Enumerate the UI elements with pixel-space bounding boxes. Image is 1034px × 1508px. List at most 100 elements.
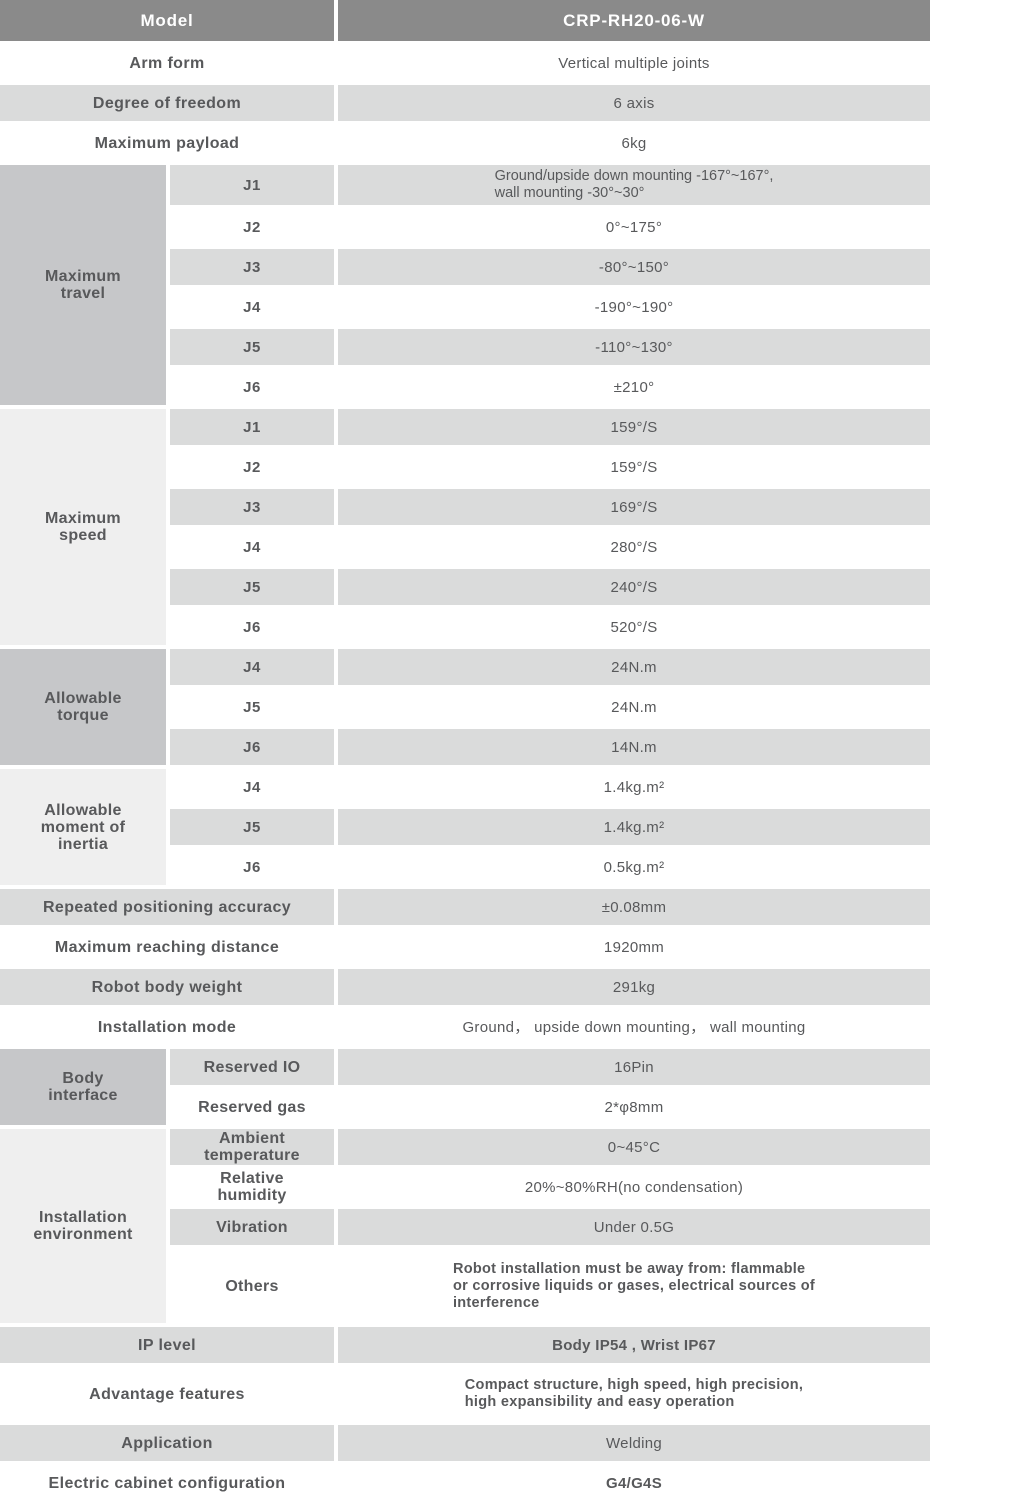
- cabinet-value: G4/G4S: [338, 1465, 931, 1501]
- row-maximum-reaching-distance: Maximum reaching distance 1920mm: [0, 929, 931, 965]
- travel-j4-label: J4: [170, 289, 335, 325]
- ip-level-value: Body IP54 , Wrist IP67: [338, 1327, 931, 1363]
- advantage-value: Compact structure, high speed, high prec…: [338, 1367, 931, 1421]
- inertia-j5-value: 1.4kg.m²: [338, 809, 931, 845]
- travel-j1-label: J1: [170, 165, 335, 205]
- group-cell-body-interface: Body interface: [0, 1049, 166, 1125]
- header-row: Model CRP-RH20-06-W: [0, 0, 931, 41]
- arm-form-label: Arm form: [0, 45, 335, 81]
- install-mode-label: Installation mode: [0, 1009, 335, 1045]
- reserved-io-label: Reserved IO: [170, 1049, 335, 1085]
- row-arm-form: Arm form Vertical multiple joints: [0, 45, 931, 81]
- payload-value: 6kg: [338, 125, 931, 161]
- model-label: Model: [0, 0, 335, 41]
- reserved-gas-value: 2*φ8mm: [338, 1089, 931, 1125]
- speed-j5-value: 240°/S: [338, 569, 931, 605]
- inertia-j5-label: J5: [170, 809, 335, 845]
- row-speed-j5: J5 240°/S: [0, 569, 931, 605]
- row-reserved-gas: Reserved gas 2*φ8mm: [0, 1089, 931, 1125]
- row-travel-j3: J3 -80°~150°: [0, 249, 931, 285]
- row-ip-level: IP level Body IP54 , Wrist IP67: [0, 1327, 931, 1363]
- travel-j6-value: ±210°: [338, 369, 931, 405]
- row-inertia-j6: J6 0.5kg.m²: [0, 849, 931, 885]
- row-maximum-payload: Maximum payload 6kg: [0, 125, 931, 161]
- weight-label: Robot body weight: [0, 969, 335, 1005]
- vibration-label: Vibration: [170, 1209, 335, 1245]
- group-cell-maximum-travel: Maximum travel: [0, 165, 166, 405]
- travel-j4-value: -190°~190°: [338, 289, 931, 325]
- row-travel-j5: J5 -110°~130°: [0, 329, 931, 365]
- relative-humidity-label: Relative humidity: [170, 1169, 335, 1205]
- row-vibration: Vibration Under 0.5G: [0, 1209, 931, 1245]
- speed-j2-value: 159°/S: [338, 449, 931, 485]
- row-ambient-temperature: Installation environment Ambient tempera…: [0, 1129, 931, 1323]
- travel-j5-label: J5: [170, 329, 335, 365]
- torque-j4-label: J4: [170, 649, 335, 685]
- row-travel-j4: J4 -190°~190°: [0, 289, 931, 325]
- inertia-j4-value: 1.4kg.m²: [338, 769, 931, 805]
- speed-j6-value: 520°/S: [338, 609, 931, 645]
- torque-j5-value: 24N.m: [338, 689, 931, 725]
- row-electric-cabinet-configuration: Electric cabinet configuration G4/G4S: [0, 1465, 931, 1501]
- torque-j6-label: J6: [170, 729, 335, 765]
- row-torque-j6: J6 14N.m: [0, 729, 931, 765]
- others-value: Robot installation must be away from: fl…: [338, 1249, 931, 1323]
- travel-j6-label: J6: [170, 369, 335, 405]
- row-speed-j3: J3 169°/S: [0, 489, 931, 525]
- row-speed-j6: J6 520°/S: [0, 609, 931, 645]
- travel-j3-value: -80°~150°: [338, 249, 931, 285]
- row-reserved-io: Body interface Reserved IO 16Pin: [0, 1049, 931, 1125]
- reach-label: Maximum reaching distance: [0, 929, 335, 965]
- application-label: Application: [0, 1425, 335, 1461]
- cabinet-label: Electric cabinet configuration: [0, 1465, 335, 1501]
- speed-j1-label: J1: [170, 409, 335, 445]
- arm-form-value: Vertical multiple joints: [338, 45, 931, 81]
- others-label: Others: [170, 1249, 335, 1323]
- speed-j2-label: J2: [170, 449, 335, 485]
- row-others: Others Robot installation must be away f…: [0, 1249, 931, 1323]
- dof-label: Degree of freedom: [0, 85, 335, 121]
- reach-value: 1920mm: [338, 929, 931, 965]
- torque-j6-value: 14N.m: [338, 729, 931, 765]
- row-relative-humidity: Relative humidity 20%~80%RH(no condensat…: [0, 1169, 931, 1205]
- speed-j5-label: J5: [170, 569, 335, 605]
- accuracy-value: ±0.08mm: [338, 889, 931, 925]
- ip-level-label: IP level: [0, 1327, 335, 1363]
- inertia-j6-label: J6: [170, 849, 335, 885]
- row-speed-j2: J2 159°/S: [0, 449, 931, 485]
- row-robot-body-weight: Robot body weight 291kg: [0, 969, 931, 1005]
- speed-j4-value: 280°/S: [338, 529, 931, 565]
- speed-j1-value: 159°/S: [338, 409, 931, 445]
- group-cell-installation-environment: Installation environment: [0, 1129, 166, 1323]
- travel-j3-label: J3: [170, 249, 335, 285]
- group-cell-maximum-speed: Maximum speed: [0, 409, 166, 645]
- travel-j1-value: Ground/upside down mounting -167°~167°, …: [338, 165, 931, 205]
- row-travel-j6: J6 ±210°: [0, 369, 931, 405]
- weight-value: 291kg: [338, 969, 931, 1005]
- row-inertia-j4: Allowable moment of inertia J4 1.4kg.m²: [0, 769, 931, 885]
- row-advantage-features: Advantage features Compact structure, hi…: [0, 1367, 931, 1421]
- row-travel-j2: J2 0°~175°: [0, 209, 931, 245]
- torque-j4-value: 24N.m: [338, 649, 931, 685]
- row-degree-of-freedom: Degree of freedom 6 axis: [0, 85, 931, 121]
- spec-table: Model CRP-RH20-06-W Arm form Vertical mu…: [0, 0, 931, 1501]
- reserved-gas-label: Reserved gas: [170, 1089, 335, 1125]
- row-repeated-positioning-accuracy: Repeated positioning accuracy ±0.08mm: [0, 889, 931, 925]
- ambient-temperature-value: 0~45°C: [338, 1129, 931, 1165]
- speed-j4-label: J4: [170, 529, 335, 565]
- install-mode-value: Ground， upside down mounting， wall mount…: [338, 1009, 931, 1045]
- row-application: Application Welding: [0, 1425, 931, 1461]
- model-value: CRP-RH20-06-W: [338, 0, 931, 41]
- row-installation-mode: Installation mode Ground， upside down mo…: [0, 1009, 931, 1045]
- torque-j5-label: J5: [170, 689, 335, 725]
- row-torque-j4: Allowable torque J4 24N.m: [0, 649, 931, 765]
- row-speed-j1: Maximum speed J1 159°/S: [0, 409, 931, 645]
- relative-humidity-value: 20%~80%RH(no condensation): [338, 1169, 931, 1205]
- advantage-label: Advantage features: [0, 1367, 335, 1421]
- row-inertia-j5: J5 1.4kg.m²: [0, 809, 931, 845]
- reserved-io-value: 16Pin: [338, 1049, 931, 1085]
- travel-j2-value: 0°~175°: [338, 209, 931, 245]
- group-cell-allowable-moment-of-inertia: Allowable moment of inertia: [0, 769, 166, 885]
- ambient-temperature-label: Ambient temperature: [170, 1129, 335, 1165]
- payload-label: Maximum payload: [0, 125, 335, 161]
